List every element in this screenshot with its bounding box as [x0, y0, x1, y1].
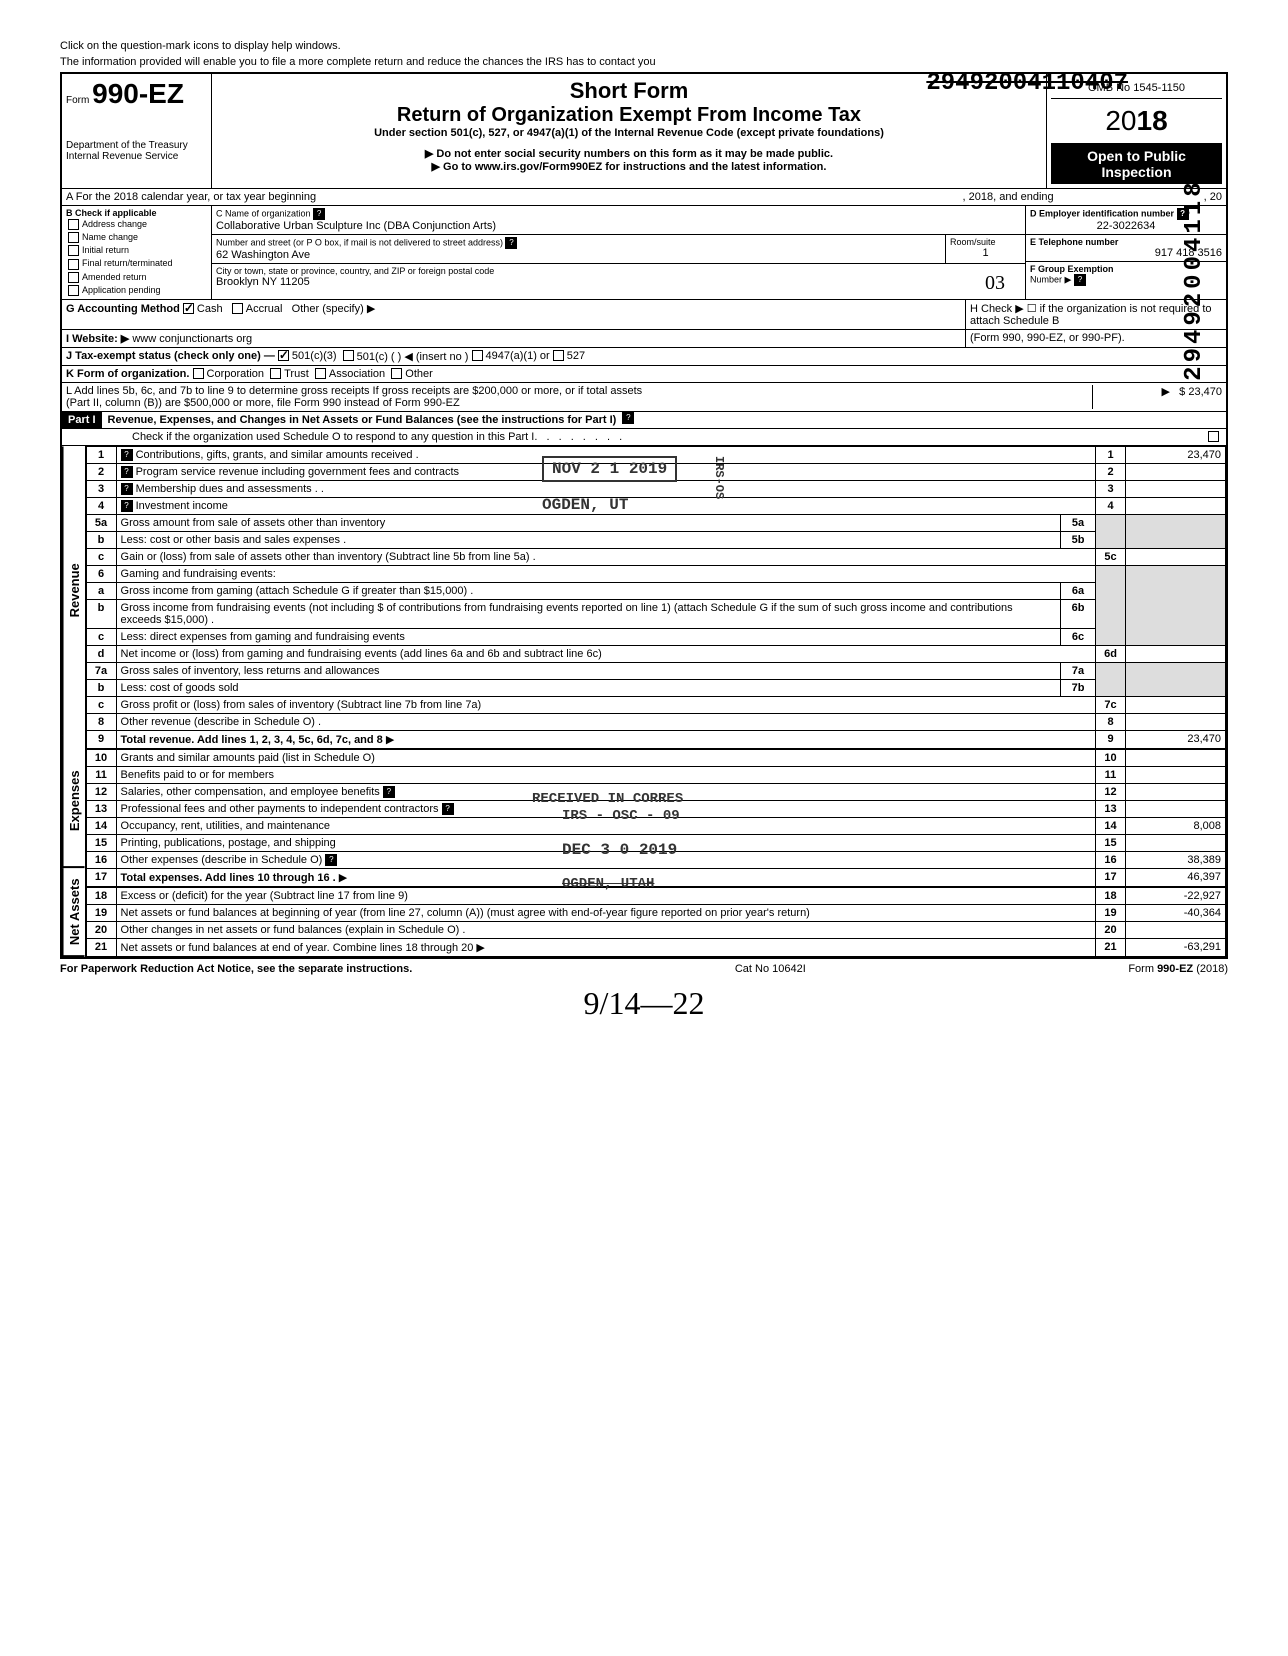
help-icon[interactable]: ?	[383, 786, 395, 798]
under-section: Under section 501(c), 527, or 4947(a)(1)…	[220, 127, 1038, 139]
form-label: Form	[66, 95, 89, 106]
street-label: Number and street (or P O box, if mail i…	[216, 237, 503, 247]
no-ssn-note: ▶ Do not enter social security numbers o…	[220, 147, 1038, 160]
help-icon[interactable]: ?	[121, 449, 133, 461]
form-number: 990-EZ	[92, 78, 184, 109]
check-schedule-o[interactable]	[1208, 431, 1219, 442]
other-method-label: Other (specify) ▶	[292, 303, 376, 315]
city-label: City or town, state or province, country…	[216, 266, 1021, 276]
help-icon[interactable]: ?	[1074, 274, 1086, 286]
part1-title: Revenue, Expenses, and Changes in Net As…	[102, 412, 623, 428]
check-address-change[interactable]	[68, 219, 79, 230]
corp-label: Corporation	[207, 368, 264, 380]
trust-label: Trust	[284, 368, 309, 380]
check-4947[interactable]	[472, 350, 483, 361]
other-org-label: Other	[405, 368, 433, 380]
line-g-label: G Accounting Method	[66, 303, 180, 315]
help-note-2: The information provided will enable you…	[60, 56, 1228, 68]
line-l-text1: L Add lines 5b, 6c, and 7b to line 9 to …	[66, 385, 1092, 397]
return-title: Return of Organization Exempt From Incom…	[220, 104, 1038, 127]
dept-treasury: Department of the Treasury Internal Reve…	[66, 140, 207, 162]
line-l-text2: (Part II, column (B)) are $500,000 or mo…	[66, 397, 1092, 409]
check-pending[interactable]	[68, 285, 79, 296]
527-label: 527	[567, 350, 585, 363]
help-icon[interactable]: ?	[313, 208, 325, 220]
revenue-label: Revenue	[62, 446, 85, 735]
help-icon[interactable]: ?	[442, 803, 454, 815]
assoc-label: Association	[329, 368, 385, 380]
help-note-1: Click on the question-mark icons to disp…	[60, 40, 1228, 52]
501c3-label: 501(c)(3)	[292, 350, 337, 363]
website-value: www conjunctionarts org	[132, 333, 252, 345]
check-final-return[interactable]	[68, 259, 79, 270]
handwritten-03: 03	[985, 272, 1005, 295]
part1-label: Part I	[62, 412, 102, 428]
goto-note: ▶ Go to www.irs.gov/Form990EZ for instru…	[220, 160, 1038, 173]
check-amended[interactable]	[68, 272, 79, 283]
room-value: 1	[950, 247, 1021, 259]
top-stamp-number: 29492004110407	[926, 70, 1128, 97]
part1-check-text: Check if the organization used Schedule …	[132, 431, 534, 443]
right-vertical-stamp: 294920041180	[1181, 160, 1208, 381]
section-f-number: Number ▶	[1030, 274, 1071, 284]
check-accrual[interactable]	[232, 303, 243, 314]
accrual-label: Accrual	[246, 303, 283, 315]
check-name-change[interactable]	[68, 232, 79, 243]
line-j-label: J Tax-exempt status (check only one) —	[66, 350, 275, 363]
city-value: Brooklyn NY 11205	[216, 276, 1021, 288]
org-name: Collaborative Urban Sculpture Inc (DBA C…	[216, 220, 1021, 232]
line-k-label: K Form of organization.	[66, 368, 189, 380]
check-trust[interactable]	[270, 368, 281, 379]
section-d-label: D Employer identification number	[1030, 208, 1174, 218]
cash-label: Cash	[197, 303, 223, 315]
check-assoc[interactable]	[315, 368, 326, 379]
check-corp[interactable]	[193, 368, 204, 379]
signature: 9/14—22	[60, 985, 1228, 1022]
check-initial-return[interactable]	[68, 245, 79, 256]
check-other-org[interactable]	[391, 368, 402, 379]
check-501c[interactable]	[343, 350, 354, 361]
line-i-label: I Website: ▶	[66, 333, 129, 345]
help-icon[interactable]: ?	[121, 466, 133, 478]
line-l-amount: 23,470	[1188, 386, 1222, 398]
street-value: 62 Washington Ave	[216, 249, 941, 261]
footer-right: Form 990-EZ (2018)	[1128, 963, 1228, 975]
check-cash[interactable]	[183, 303, 194, 314]
short-form-title: Short Form	[220, 78, 1038, 104]
help-icon[interactable]: ?	[121, 483, 133, 495]
check-527[interactable]	[553, 350, 564, 361]
help-icon[interactable]: ?	[121, 500, 133, 512]
check-501c3[interactable]	[278, 350, 289, 361]
help-icon[interactable]: ?	[505, 237, 517, 249]
footer-mid: Cat No 10642I	[735, 963, 806, 975]
lines-table: 1? Contributions, gifts, grants, and sim…	[86, 446, 1226, 958]
help-icon[interactable]: ?	[622, 412, 634, 424]
line-a-mid: , 2018, and ending	[963, 191, 1054, 203]
section-c-label: C Name of organization	[216, 208, 311, 218]
tax-year: 2018	[1051, 99, 1222, 144]
line-a-prefix: A For the 2018 calendar year, or tax yea…	[66, 191, 316, 203]
4947-label: 4947(a)(1) or	[486, 350, 550, 363]
section-b: B Check if applicable Address change Nam…	[62, 206, 212, 299]
footer-left: For Paperwork Reduction Act Notice, see …	[60, 963, 412, 975]
expenses-label: Expenses	[62, 735, 85, 868]
help-icon[interactable]: ?	[325, 854, 337, 866]
room-label: Room/suite	[950, 237, 1021, 247]
501c-label: 501(c) ( ) ◀ (insert no )	[357, 350, 469, 363]
netassets-label: Net Assets	[62, 868, 85, 957]
